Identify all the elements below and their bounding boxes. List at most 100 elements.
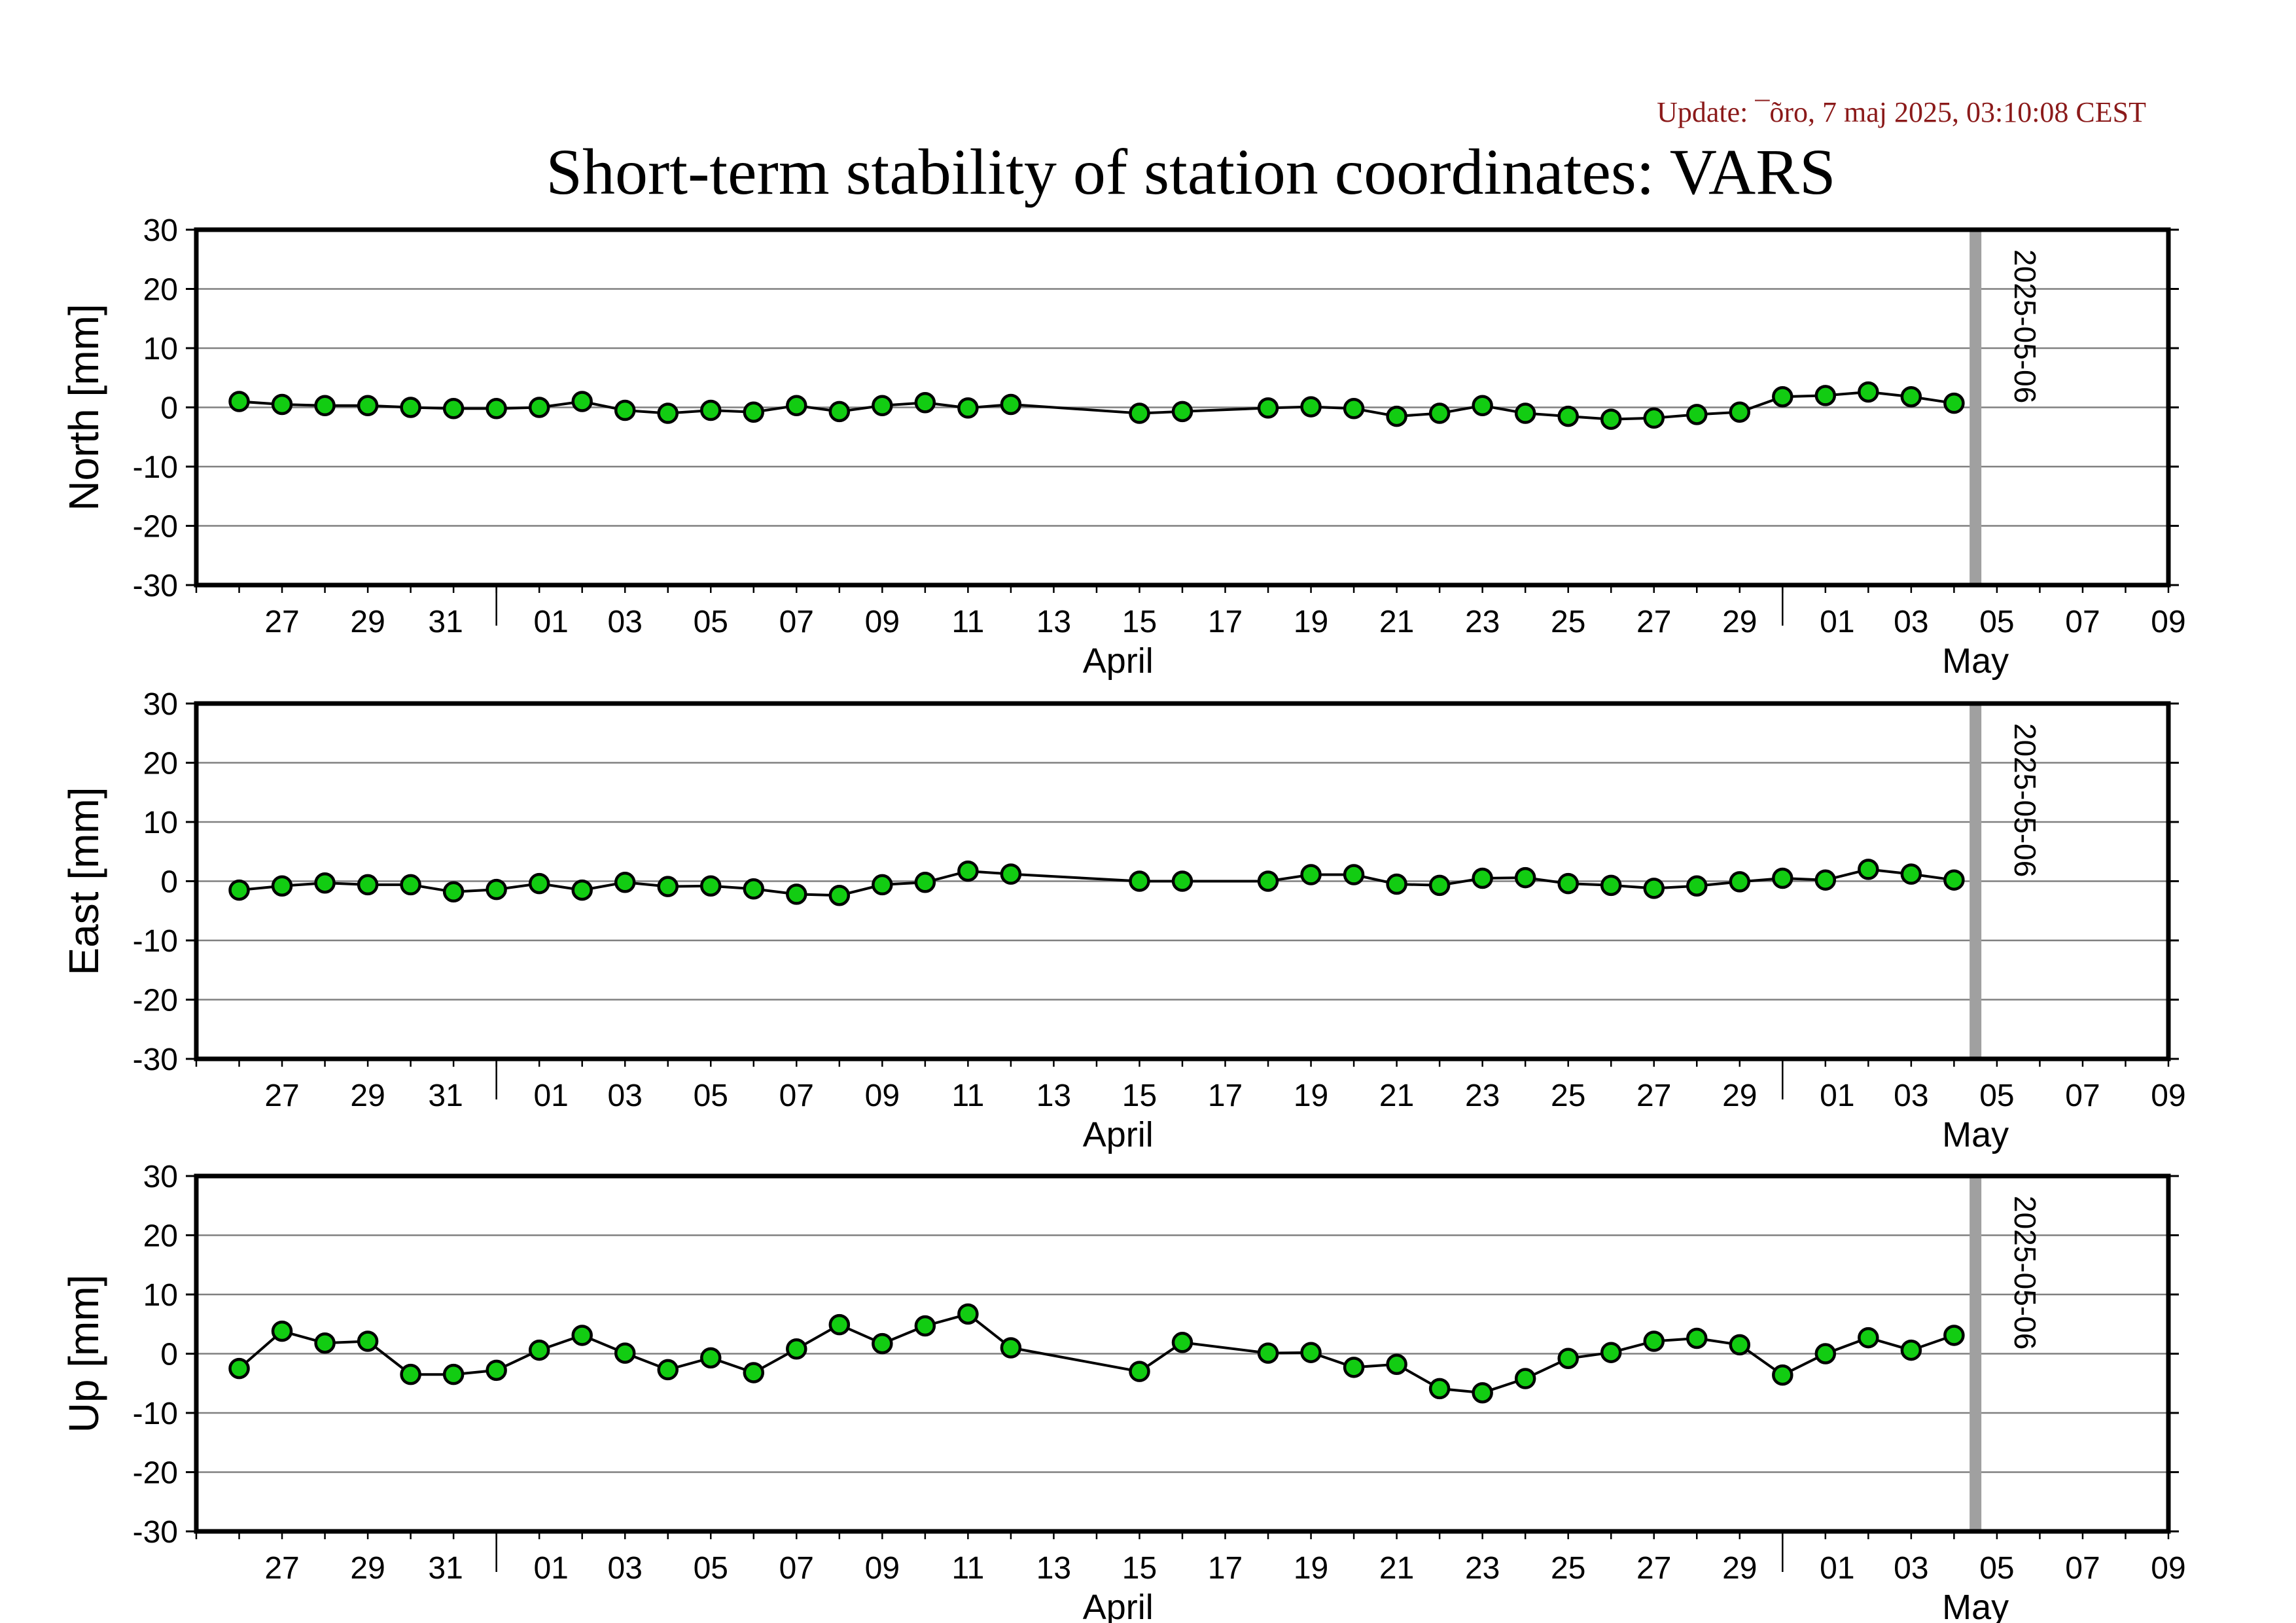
data-point [400, 1363, 421, 1385]
x-tick-label: 29 [1722, 1551, 1757, 1586]
y-tick-label: 30 [143, 213, 178, 248]
data-point [1643, 407, 1665, 429]
data-point [1729, 401, 1751, 423]
x-tick-label: 01 [533, 1551, 568, 1586]
data-point [1858, 1327, 1879, 1349]
x-tick-label: 29 [350, 1079, 385, 1113]
data-point [1600, 1342, 1622, 1363]
data-point [957, 1303, 979, 1325]
data-point [1000, 863, 1022, 885]
x-tick-label: 07 [2065, 1079, 2100, 1113]
y-tick-label: 0 [160, 1338, 178, 1372]
y-axis-label: North [mm] [60, 304, 107, 510]
data-point [657, 1359, 679, 1381]
x-tick-label: 27 [1636, 605, 1671, 639]
y-tick-label: 20 [143, 273, 178, 308]
data-point [1343, 398, 1365, 419]
x-tick-label: 11 [951, 1551, 984, 1586]
data-point [1600, 408, 1622, 430]
x-tick-label: 21 [1379, 605, 1414, 639]
data-point [1772, 1364, 1793, 1386]
plot-frame [194, 227, 2171, 588]
data-point [228, 879, 250, 901]
data-point [528, 1339, 550, 1361]
data-point [1900, 1339, 1922, 1361]
y-tick-label: -10 [133, 1397, 178, 1431]
data-point [957, 860, 979, 882]
data-point [1129, 402, 1150, 424]
x-tick-label: 09 [865, 1551, 900, 1586]
x-tick-label: 01 [1820, 1551, 1854, 1586]
data-point [914, 1315, 936, 1337]
data-point [357, 1330, 379, 1352]
x-tick-label: 09 [2151, 1551, 2185, 1586]
y-tick-label: 10 [143, 806, 178, 840]
data-point [1171, 401, 1193, 423]
x-tick-label: 29 [1722, 605, 1757, 639]
month-label: May [1942, 1115, 2009, 1154]
x-tick-label: 27 [1636, 1079, 1671, 1113]
x-tick-label: 03 [608, 1551, 643, 1586]
x-tick-label: 27 [1636, 1551, 1671, 1586]
data-point [743, 1362, 765, 1383]
x-tick-label: 05 [694, 605, 728, 639]
data-point [314, 395, 336, 417]
x-tick-label: 05 [1979, 1079, 2014, 1113]
data-point [1257, 397, 1279, 419]
data-point [271, 393, 293, 416]
data-point [1814, 385, 1837, 406]
data-point [1900, 385, 1922, 408]
x-tick-label: 09 [2151, 605, 2185, 639]
data-point [1557, 1347, 1579, 1369]
data-point [1000, 393, 1022, 416]
data-point [1428, 874, 1451, 897]
data-point [828, 884, 851, 906]
date-marker-label: 2025-05-06 [2008, 249, 2042, 403]
x-tick-label: 23 [1465, 1551, 1500, 1586]
data-point [528, 872, 550, 895]
data-point [657, 876, 679, 897]
month-label: April [1083, 1115, 1154, 1154]
x-tick-label: 11 [951, 605, 984, 639]
y-axis-label: Up [mm] [60, 1275, 107, 1433]
data-point [786, 883, 807, 905]
data-point [357, 395, 379, 417]
data-point [271, 875, 293, 897]
y-tick-label: 20 [143, 1219, 178, 1254]
x-tick-label: 05 [1979, 605, 2014, 639]
x-tick-label: 19 [1294, 1551, 1328, 1586]
x-tick-label: 27 [264, 605, 299, 639]
data-point [657, 402, 679, 424]
x-tick-label: 21 [1379, 1551, 1414, 1586]
data-point [1386, 1353, 1407, 1376]
data-point [1257, 870, 1279, 892]
data-point [1643, 1330, 1665, 1352]
data-point [700, 875, 722, 897]
x-tick-label: 07 [2065, 605, 2100, 639]
data-point [1343, 1357, 1365, 1378]
y-tick-label: -10 [133, 450, 178, 485]
data-point [357, 874, 379, 896]
y-tick-label: -20 [133, 510, 178, 544]
data-point [1686, 404, 1708, 425]
data-point [1386, 405, 1407, 427]
data-point [271, 1320, 293, 1342]
x-tick-label: 09 [2151, 1079, 2185, 1113]
x-tick-label: 05 [694, 1551, 728, 1586]
x-tick-label: 01 [533, 605, 568, 639]
data-point [314, 872, 336, 894]
x-tick-label: 23 [1465, 605, 1500, 639]
data-point [486, 1359, 507, 1382]
data-point [1858, 381, 1879, 403]
x-tick-label: 13 [1036, 605, 1071, 639]
y-tick-label: -10 [133, 924, 178, 959]
x-tick-label: 07 [2065, 1551, 2100, 1586]
data-point [1814, 1343, 1837, 1364]
x-tick-label: 21 [1379, 1079, 1414, 1113]
x-tick-label: 31 [428, 1079, 463, 1113]
data-point [1686, 875, 1708, 897]
data-point [1514, 1368, 1536, 1389]
data-point [1300, 396, 1322, 418]
x-tick-label: 19 [1294, 605, 1328, 639]
